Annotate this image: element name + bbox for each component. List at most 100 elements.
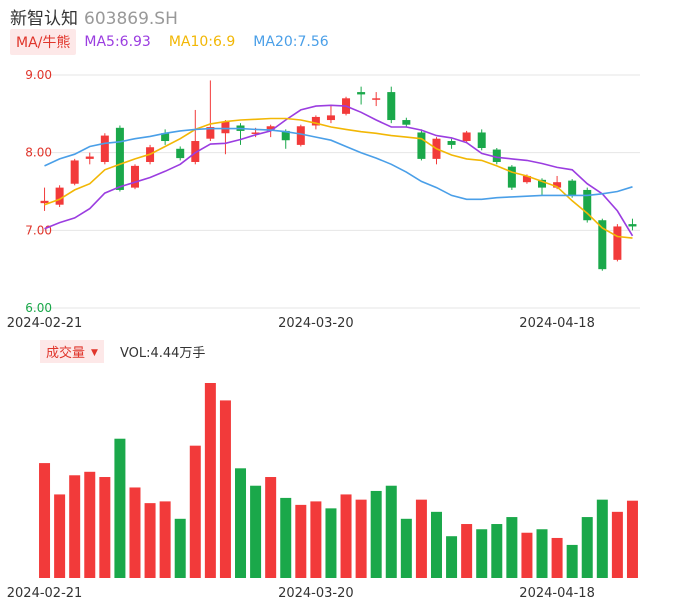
volume-bar bbox=[370, 490, 382, 578]
candle-body bbox=[311, 116, 320, 126]
stock-title: 新智认知 603869.SH bbox=[10, 4, 178, 29]
volume-bar bbox=[204, 383, 216, 578]
volume-bar bbox=[84, 471, 96, 578]
candle-body bbox=[492, 149, 501, 162]
volume-bar bbox=[430, 511, 442, 578]
volume-value: VOL:4.44万手 bbox=[119, 345, 206, 361]
candle-body bbox=[613, 226, 622, 260]
volume-indicator-dropdown[interactable]: 成交量 ▼ bbox=[40, 339, 104, 363]
candle-body bbox=[522, 175, 531, 183]
volume-bar bbox=[385, 485, 397, 578]
candle-body bbox=[553, 182, 562, 188]
volume-legend: 成交量 ▼ VOL:4.44万手 bbox=[40, 339, 206, 363]
ma10-line bbox=[44, 117, 633, 239]
volume-bar bbox=[144, 503, 156, 578]
volume-bar bbox=[400, 518, 412, 578]
volume-bar bbox=[521, 532, 533, 578]
volume-bar bbox=[506, 517, 518, 578]
date-tick-label: 2024-02-21 bbox=[7, 316, 83, 330]
candle-body bbox=[100, 135, 109, 162]
volume-bar bbox=[551, 537, 563, 578]
price-tick-label: 6.00 bbox=[25, 301, 52, 315]
ma10-label: MA10:6.9 bbox=[168, 34, 236, 50]
candle-body bbox=[161, 133, 170, 142]
ma-bull-bear-tab[interactable]: MA/牛熊 bbox=[10, 29, 77, 55]
volume-bar bbox=[626, 500, 638, 578]
candle-body bbox=[40, 200, 49, 204]
candle-body bbox=[296, 126, 305, 145]
candle-body bbox=[598, 220, 607, 270]
candle-body bbox=[507, 166, 516, 188]
volume-bar bbox=[280, 497, 292, 578]
price-tick-label: 9.00 bbox=[25, 68, 52, 82]
volume-bar bbox=[596, 499, 608, 578]
candle-body bbox=[85, 156, 94, 159]
candle-body bbox=[568, 180, 577, 196]
volume-date-tick-label: 2024-04-18 bbox=[519, 586, 595, 601]
volume-bar bbox=[69, 475, 81, 578]
candle-body bbox=[462, 132, 471, 142]
candle-body bbox=[583, 189, 592, 221]
volume-bar bbox=[250, 485, 262, 578]
candle-body bbox=[176, 148, 185, 159]
volume-date-tick-label: 2024-02-21 bbox=[7, 586, 83, 601]
volume-bar bbox=[476, 529, 488, 578]
candle-body bbox=[221, 121, 230, 134]
price-tick-label: 7.00 bbox=[25, 223, 52, 237]
date-tick-label: 2024-03-20 bbox=[278, 316, 354, 330]
volume-bar bbox=[461, 524, 473, 578]
candle-body bbox=[447, 141, 456, 145]
ma20-line bbox=[44, 127, 633, 201]
candle-body bbox=[326, 115, 335, 121]
volume-bar bbox=[446, 536, 458, 578]
volume-bar bbox=[99, 477, 111, 578]
volume-bar bbox=[536, 529, 548, 578]
candle-body bbox=[538, 179, 547, 188]
volume-bar bbox=[114, 438, 126, 578]
candle-body bbox=[251, 132, 260, 134]
candle-body bbox=[628, 224, 637, 227]
volume-bar bbox=[355, 499, 367, 578]
volume-bar bbox=[325, 508, 337, 578]
candle-body bbox=[130, 165, 139, 188]
volume-bar bbox=[265, 477, 277, 578]
volume-bar bbox=[219, 400, 231, 578]
caret-down-icon: ▼ bbox=[91, 348, 98, 358]
candle-body bbox=[281, 130, 290, 141]
stock-code: 603869.SH bbox=[84, 9, 178, 29]
candle-body bbox=[372, 98, 381, 100]
volume-bar bbox=[340, 494, 352, 578]
volume-tab-label: 成交量 bbox=[46, 345, 86, 361]
volume-bar bbox=[295, 504, 307, 578]
ma20-label: MA20:7.56 bbox=[253, 34, 329, 50]
candle-body bbox=[402, 120, 411, 125]
ma5-line bbox=[44, 104, 634, 237]
volume-bar bbox=[189, 445, 201, 578]
date-tick-label: 2024-04-18 bbox=[519, 316, 595, 330]
volume-bar bbox=[159, 501, 171, 578]
volume-bar bbox=[415, 499, 427, 578]
ma-legend: MA/牛熊 MA5:6.93 MA10:6.9 MA20:7.56 bbox=[10, 29, 347, 55]
volume-bar bbox=[581, 517, 593, 578]
volume-bar bbox=[491, 524, 503, 578]
volume-bar bbox=[39, 463, 51, 578]
candle-body bbox=[115, 127, 124, 190]
candle-body bbox=[191, 141, 200, 162]
candle-body bbox=[266, 126, 275, 131]
volume-bar bbox=[611, 511, 623, 578]
candle-body bbox=[206, 127, 215, 139]
candle-body bbox=[387, 92, 396, 121]
ma5-label: MA5:6.93 bbox=[84, 34, 151, 50]
candle-body bbox=[55, 187, 64, 205]
volume-bar bbox=[566, 544, 578, 578]
stock-name: 新智认知 bbox=[10, 9, 78, 29]
volume-bar bbox=[129, 487, 141, 578]
volume-bar bbox=[54, 494, 66, 578]
volume-date-tick-label: 2024-03-20 bbox=[278, 586, 354, 601]
volume-bar bbox=[310, 501, 322, 578]
volume-bar bbox=[174, 518, 186, 578]
candle-body bbox=[70, 160, 79, 184]
candle-body bbox=[357, 92, 366, 95]
price-tick-label: 8.00 bbox=[25, 146, 52, 160]
